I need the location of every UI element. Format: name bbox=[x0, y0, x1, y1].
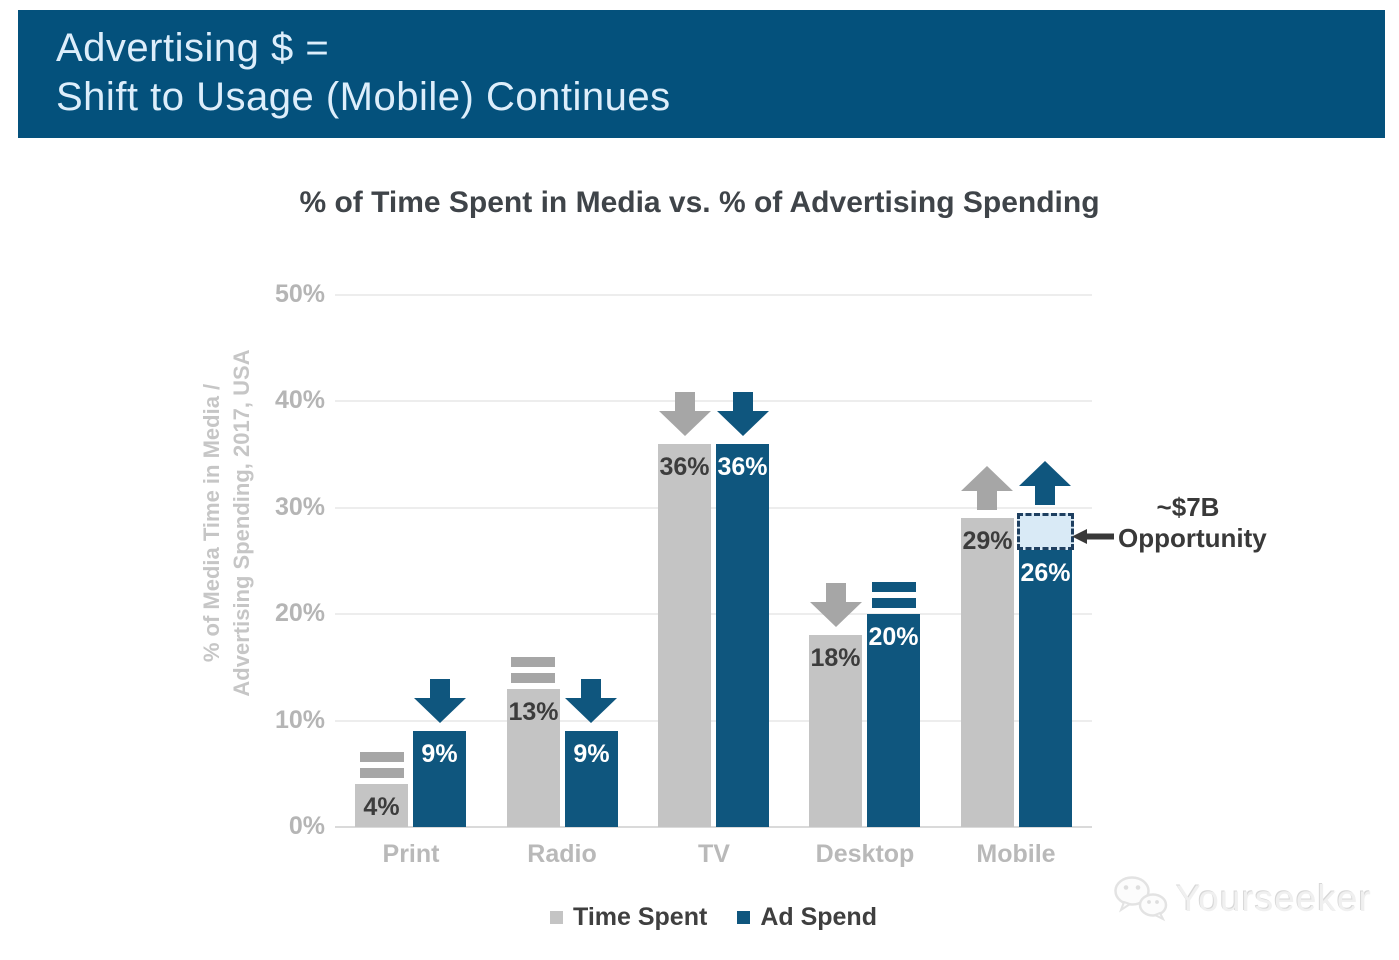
slide-header-banner: Advertising $ = Shift to Usage (Mobile) … bbox=[18, 10, 1385, 138]
legend: Time Spent Ad Spend bbox=[335, 903, 1092, 932]
bar-value-label: 36% bbox=[659, 453, 710, 481]
x-category-label-print: Print bbox=[382, 840, 440, 868]
y-tick-label: 40% bbox=[274, 386, 325, 414]
y-tick-label: 50% bbox=[274, 280, 325, 308]
left-arrow-icon bbox=[1072, 529, 1114, 544]
bar-desktop-ad-spend bbox=[867, 614, 920, 827]
y-tick-label: 30% bbox=[274, 493, 325, 521]
trend-flat-icon bbox=[872, 582, 916, 608]
wechat-icon bbox=[1112, 874, 1170, 924]
trend-down-icon bbox=[565, 679, 617, 723]
trend-flat-icon bbox=[360, 752, 404, 778]
bar-value-label: 18% bbox=[810, 644, 861, 672]
watermark: Yourseeker bbox=[1112, 874, 1372, 924]
chart-title: % of Time Spent in Media vs. % of Advert… bbox=[299, 186, 1100, 219]
trend-up-icon bbox=[1019, 461, 1071, 505]
legend-swatch-ad-spend bbox=[737, 911, 751, 924]
bar-mobile-ad-spend bbox=[1019, 550, 1072, 827]
bar-tv-ad-spend bbox=[716, 444, 769, 827]
legend-label-time-spent: Time Spent bbox=[573, 903, 708, 931]
bar-print-time-spent bbox=[355, 784, 408, 827]
bar-value-label: 9% bbox=[573, 740, 610, 768]
bar-value-label: 9% bbox=[421, 740, 458, 768]
gridline bbox=[335, 507, 1092, 509]
trend-flat-icon bbox=[511, 657, 555, 683]
bar-value-label: 20% bbox=[868, 623, 919, 651]
x-category-label-tv: TV bbox=[698, 840, 730, 868]
bar-value-label: 13% bbox=[508, 698, 559, 726]
bar-print-ad-spend bbox=[413, 731, 466, 827]
x-category-label-desktop: Desktop bbox=[815, 840, 915, 868]
bar-value-label: 4% bbox=[363, 793, 400, 821]
banner-title-line2: Shift to Usage (Mobile) Continues bbox=[56, 75, 671, 119]
bar-radio-time-spent bbox=[507, 689, 560, 827]
gridline bbox=[335, 826, 1092, 828]
banner-title-line1: Advertising $ = bbox=[56, 26, 330, 70]
trend-down-icon bbox=[414, 679, 466, 723]
trend-down-icon bbox=[659, 392, 711, 436]
legend-item-ad-spend: Ad Spend bbox=[737, 903, 877, 932]
opportunity-annotation: ~$7B Opportunity bbox=[1118, 492, 1267, 554]
legend-item-time-spent: Time Spent bbox=[550, 903, 707, 932]
gridline bbox=[335, 613, 1092, 615]
trend-up-icon bbox=[961, 466, 1013, 510]
bar-value-label: 26% bbox=[1020, 559, 1071, 587]
watermark-text: Yourseeker bbox=[1176, 878, 1372, 919]
gridline bbox=[335, 400, 1092, 402]
legend-swatch-time-spent bbox=[550, 911, 564, 924]
bar-radio-ad-spend bbox=[565, 731, 618, 827]
bar-value-label: 36% bbox=[717, 453, 768, 481]
trend-down-icon bbox=[717, 392, 769, 436]
opportunity-gap-box bbox=[1017, 513, 1074, 550]
x-category-label-mobile: Mobile bbox=[976, 840, 1056, 868]
opportunity-label: Opportunity bbox=[1118, 523, 1267, 553]
gridline bbox=[335, 720, 1092, 722]
bar-desktop-time-spent bbox=[809, 635, 862, 827]
x-category-label-radio: Radio bbox=[527, 840, 597, 868]
y-tick-label: 20% bbox=[274, 599, 325, 627]
trend-down-icon bbox=[810, 583, 862, 627]
bar-mobile-time-spent bbox=[961, 518, 1014, 827]
y-tick-label: 0% bbox=[288, 812, 325, 840]
bar-value-label: 29% bbox=[962, 527, 1013, 555]
bar-tv-time-spent bbox=[658, 444, 711, 827]
gridline bbox=[335, 294, 1092, 296]
legend-label-ad-spend: Ad Spend bbox=[760, 903, 877, 931]
y-tick-label: 10% bbox=[274, 706, 325, 734]
opportunity-value: ~$7B bbox=[1156, 492, 1220, 522]
